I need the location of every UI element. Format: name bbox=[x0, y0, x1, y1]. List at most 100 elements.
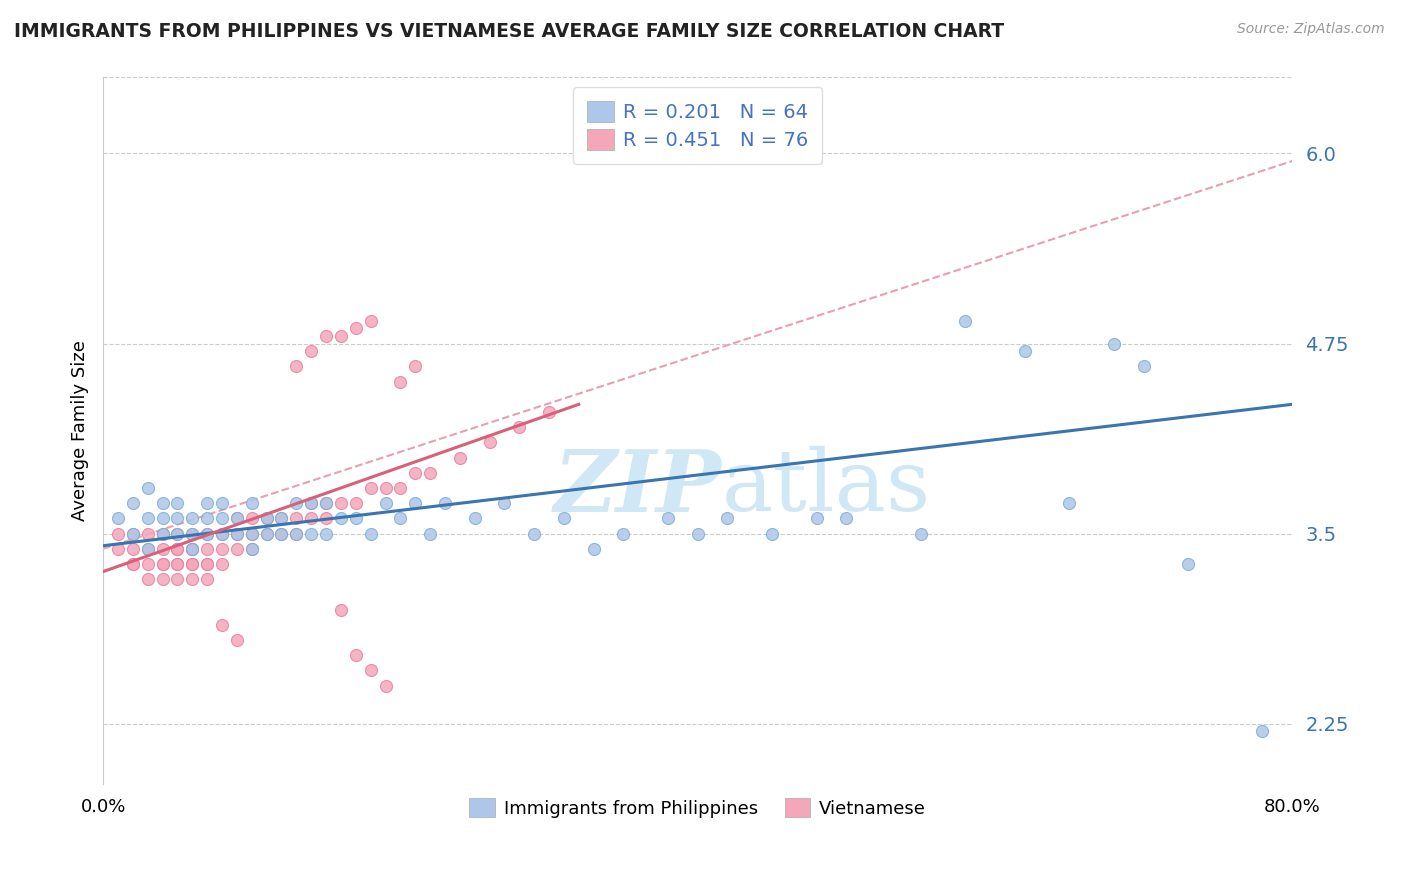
Point bbox=[195, 526, 218, 541]
Point bbox=[537, 405, 560, 419]
Point bbox=[910, 526, 932, 541]
Point bbox=[121, 541, 143, 556]
Point bbox=[240, 511, 263, 525]
Point bbox=[329, 329, 352, 343]
Point bbox=[195, 526, 218, 541]
Point bbox=[953, 314, 976, 328]
Text: atlas: atlas bbox=[721, 446, 931, 529]
Point bbox=[211, 526, 233, 541]
Point bbox=[419, 466, 441, 480]
Point bbox=[657, 511, 679, 525]
Point bbox=[152, 557, 174, 571]
Point bbox=[389, 511, 412, 525]
Point bbox=[166, 496, 188, 510]
Point bbox=[181, 526, 204, 541]
Point bbox=[256, 526, 278, 541]
Point bbox=[225, 526, 247, 541]
Point bbox=[344, 511, 367, 525]
Point bbox=[360, 664, 382, 678]
Point bbox=[152, 557, 174, 571]
Point bbox=[195, 557, 218, 571]
Point bbox=[360, 481, 382, 495]
Text: Source: ZipAtlas.com: Source: ZipAtlas.com bbox=[1237, 22, 1385, 37]
Point bbox=[1014, 344, 1036, 359]
Point bbox=[270, 526, 292, 541]
Point bbox=[478, 435, 501, 450]
Point bbox=[121, 557, 143, 571]
Point bbox=[211, 557, 233, 571]
Point bbox=[225, 541, 247, 556]
Point bbox=[464, 511, 486, 525]
Point bbox=[806, 511, 828, 525]
Point bbox=[315, 511, 337, 525]
Point bbox=[761, 526, 783, 541]
Point bbox=[389, 481, 412, 495]
Point bbox=[166, 572, 188, 586]
Point bbox=[181, 541, 204, 556]
Point bbox=[195, 496, 218, 510]
Point bbox=[211, 617, 233, 632]
Point bbox=[299, 496, 322, 510]
Point bbox=[582, 541, 605, 556]
Point bbox=[360, 526, 382, 541]
Point bbox=[360, 314, 382, 328]
Point bbox=[374, 496, 396, 510]
Text: IMMIGRANTS FROM PHILIPPINES VS VIETNAMESE AVERAGE FAMILY SIZE CORRELATION CHART: IMMIGRANTS FROM PHILIPPINES VS VIETNAMES… bbox=[14, 22, 1004, 41]
Point bbox=[225, 511, 247, 525]
Point bbox=[404, 496, 426, 510]
Point bbox=[523, 526, 546, 541]
Point bbox=[166, 526, 188, 541]
Point bbox=[315, 329, 337, 343]
Point bbox=[195, 541, 218, 556]
Point bbox=[136, 541, 159, 556]
Point bbox=[211, 526, 233, 541]
Y-axis label: Average Family Size: Average Family Size bbox=[72, 341, 89, 521]
Point bbox=[166, 526, 188, 541]
Point bbox=[329, 496, 352, 510]
Point bbox=[211, 511, 233, 525]
Point bbox=[166, 557, 188, 571]
Point bbox=[1102, 336, 1125, 351]
Point bbox=[240, 541, 263, 556]
Point bbox=[686, 526, 709, 541]
Text: ZIP: ZIP bbox=[554, 446, 721, 529]
Point bbox=[256, 511, 278, 525]
Point bbox=[166, 541, 188, 556]
Point bbox=[181, 557, 204, 571]
Point bbox=[152, 541, 174, 556]
Point bbox=[121, 557, 143, 571]
Point bbox=[195, 572, 218, 586]
Point bbox=[285, 526, 308, 541]
Point bbox=[136, 481, 159, 495]
Point bbox=[285, 359, 308, 374]
Point bbox=[1132, 359, 1154, 374]
Point bbox=[240, 526, 263, 541]
Point bbox=[181, 572, 204, 586]
Point bbox=[1177, 557, 1199, 571]
Point bbox=[285, 526, 308, 541]
Point bbox=[374, 481, 396, 495]
Point bbox=[270, 526, 292, 541]
Point bbox=[299, 511, 322, 525]
Point bbox=[508, 420, 530, 434]
Point bbox=[181, 541, 204, 556]
Point bbox=[152, 511, 174, 525]
Point bbox=[299, 344, 322, 359]
Point bbox=[344, 648, 367, 663]
Point bbox=[1057, 496, 1080, 510]
Point bbox=[211, 496, 233, 510]
Point bbox=[419, 526, 441, 541]
Point bbox=[299, 526, 322, 541]
Point bbox=[344, 496, 367, 510]
Point bbox=[181, 526, 204, 541]
Point bbox=[107, 526, 129, 541]
Point bbox=[240, 541, 263, 556]
Point bbox=[166, 511, 188, 525]
Point bbox=[612, 526, 634, 541]
Point bbox=[121, 496, 143, 510]
Point bbox=[449, 450, 471, 465]
Point bbox=[121, 526, 143, 541]
Point bbox=[225, 511, 247, 525]
Point bbox=[136, 511, 159, 525]
Point bbox=[404, 359, 426, 374]
